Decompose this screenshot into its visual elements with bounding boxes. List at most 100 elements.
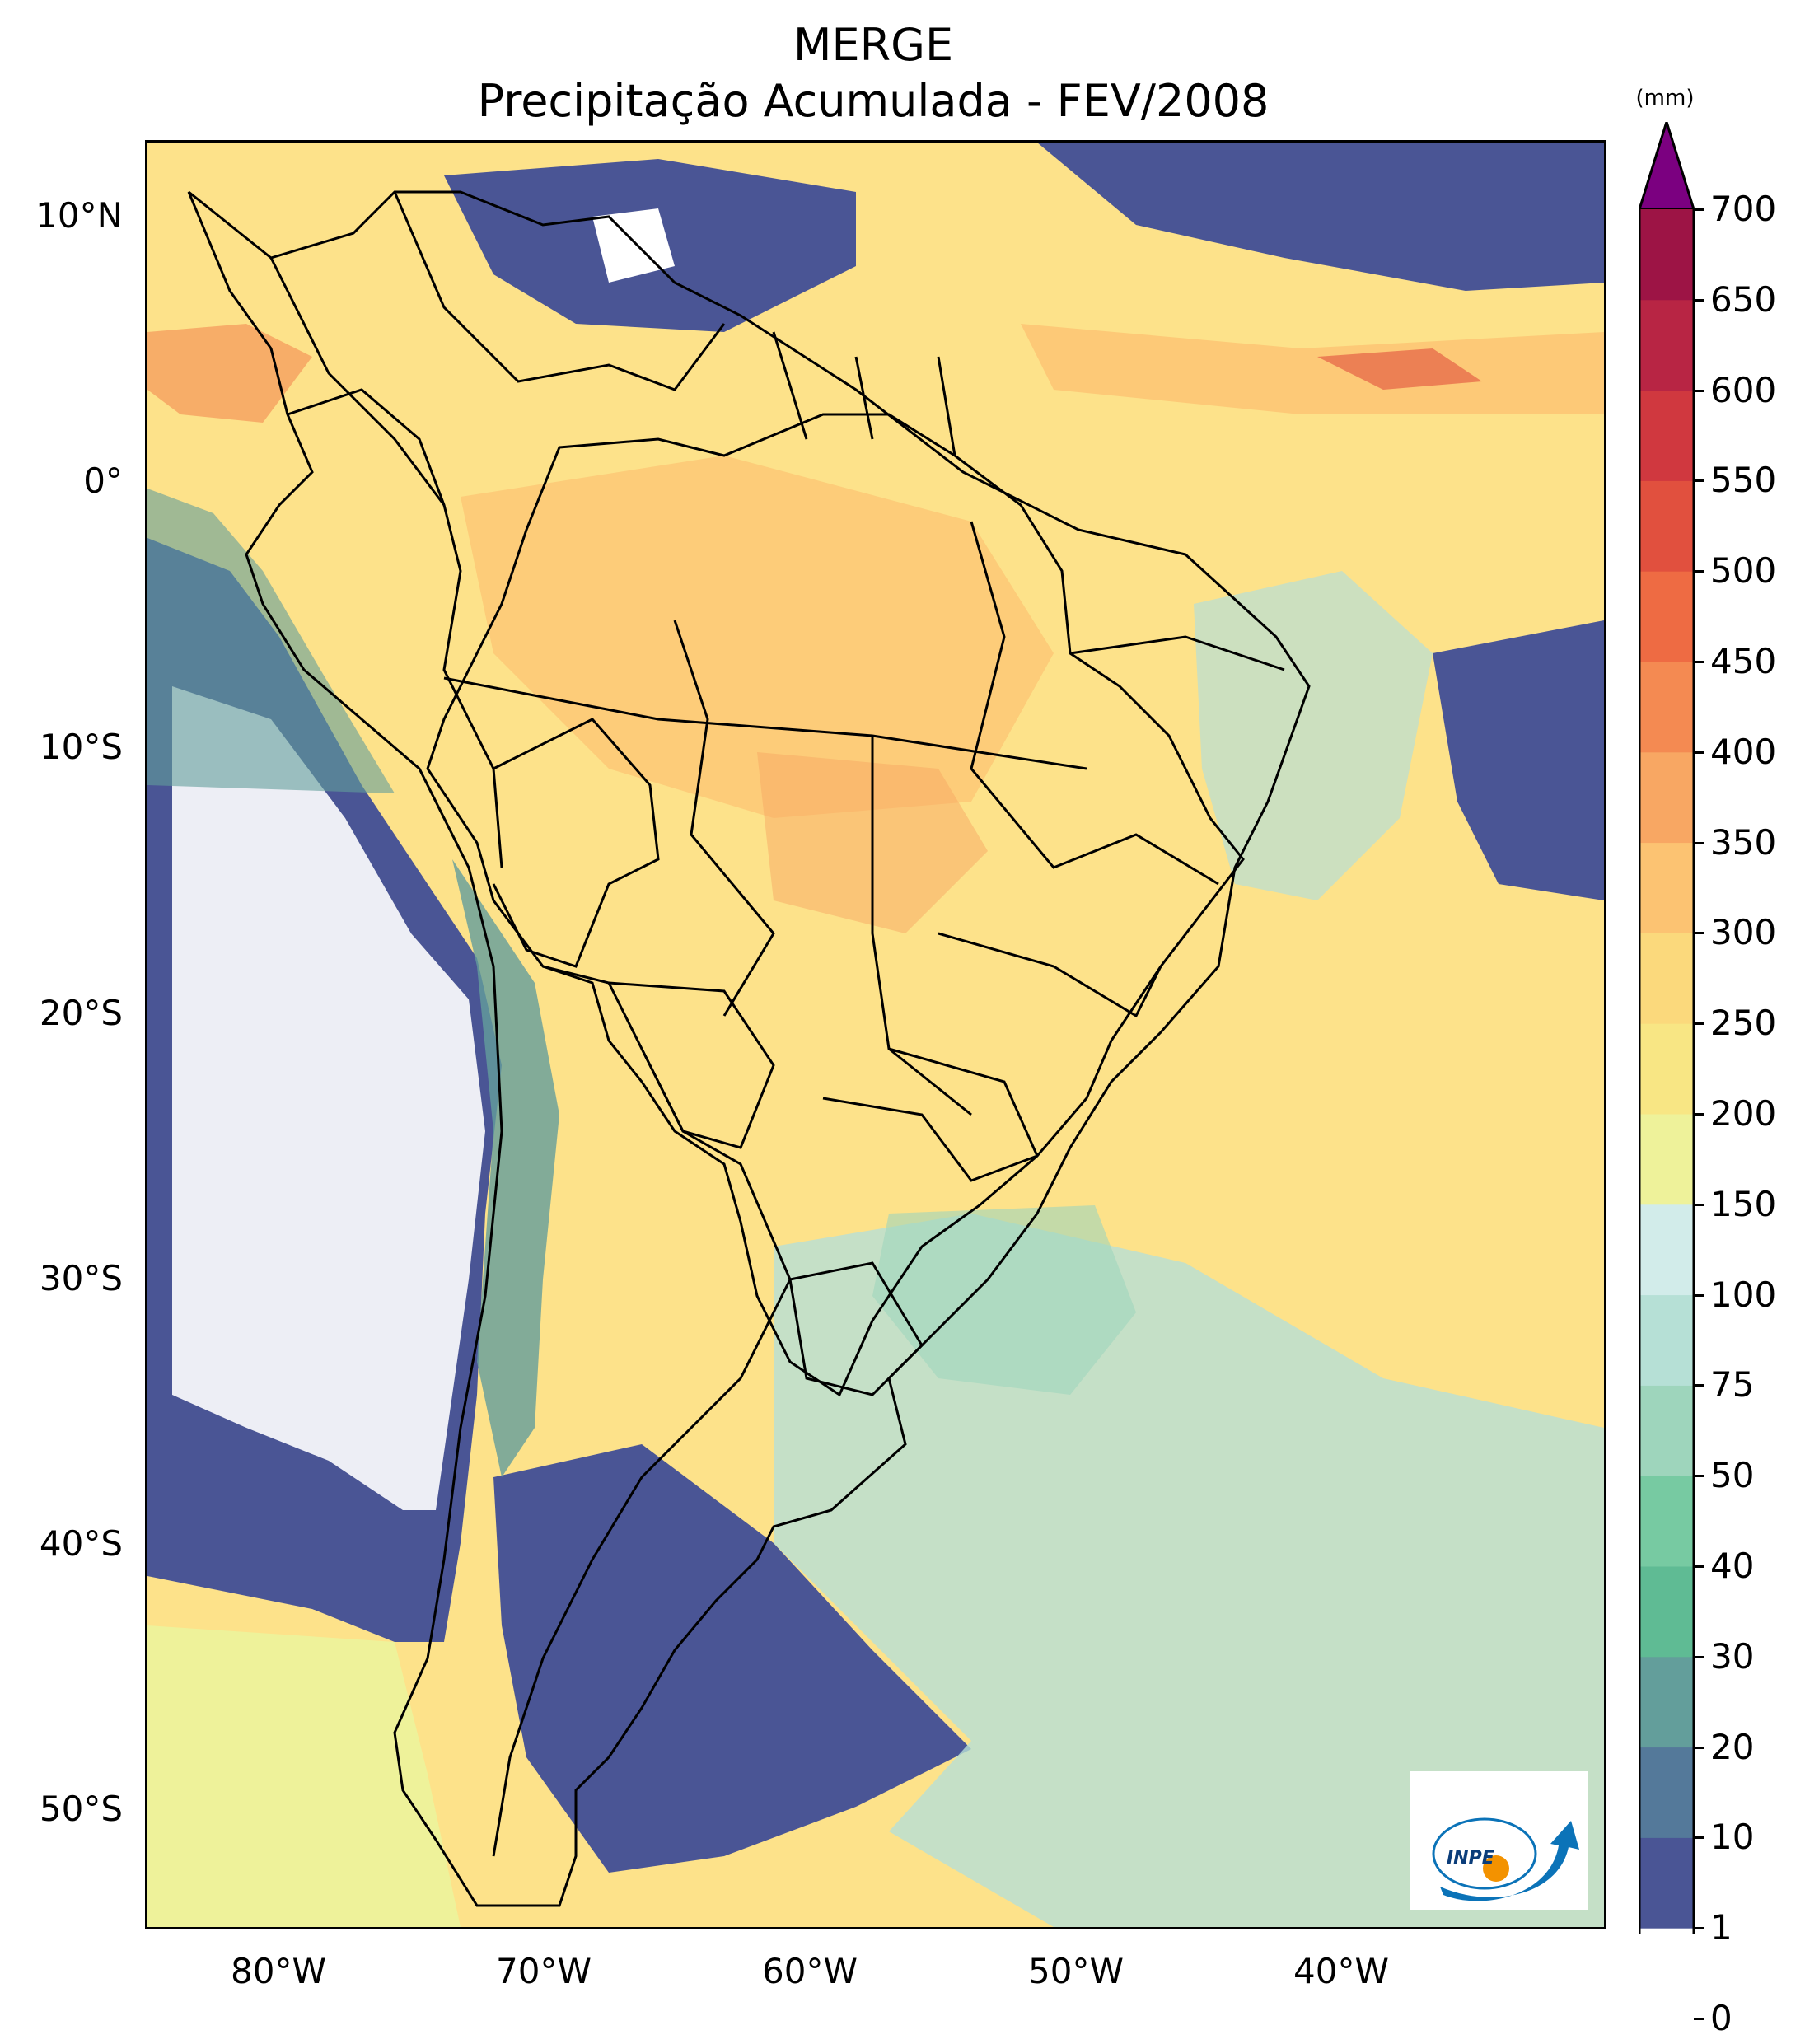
atlantic-itcz (1021, 324, 1604, 414)
lat-label-50s: 50°S (39, 1789, 123, 1829)
colorbar-tick (1694, 1293, 1704, 1297)
colorbar-box (1639, 1204, 1694, 1296)
colorbar-tick (1694, 1384, 1704, 1387)
peru-border (287, 388, 503, 868)
colorbar-box (1639, 1294, 1694, 1386)
north-atlantic-dry-zone (1037, 143, 1604, 291)
lon-label-50w: 50°W (1028, 1951, 1124, 1991)
south-atlantic-dry-zone (1433, 620, 1604, 900)
pacific-very-dry-zone (172, 686, 485, 1510)
guianas-borders (772, 331, 956, 456)
colorbar-box (1639, 933, 1694, 1024)
colorbar-tick (1694, 932, 1704, 935)
lat-label-40s: 40°S (39, 1523, 123, 1564)
colorbar-box (1639, 662, 1694, 753)
colorbar-tick (1694, 841, 1704, 844)
northeast-green-zone (1194, 571, 1433, 900)
colorbar-tick-label: 10 (1710, 1817, 1755, 1858)
colorbar-tick (1694, 2018, 1704, 2020)
colorbar-tick-label: 600 (1710, 369, 1777, 410)
colorbar-box (1639, 1656, 1694, 1748)
colorbar-tick-label: 40 (1710, 1546, 1755, 1586)
colorbar-tick (1694, 570, 1704, 573)
map-subtitle: Precipitação Acumulada - FEV/2008 (477, 75, 1270, 127)
brazil-state-borders (443, 521, 1285, 1182)
lat-label-10s: 10°S (39, 727, 123, 767)
colorbar-tick (1694, 1475, 1704, 1478)
logo-arrow (1440, 1821, 1579, 1901)
andes-green-band (452, 859, 559, 1477)
colorbar-tick (1694, 751, 1704, 754)
colorbar-tick-label: 20 (1710, 1726, 1755, 1767)
colorbar-tick-label: 200 (1710, 1093, 1777, 1134)
colorbar-tick (1694, 479, 1704, 483)
colorbar-box (1639, 390, 1694, 481)
colorbar-tick-label: 450 (1710, 641, 1777, 681)
colorbar-box (1639, 209, 1694, 301)
uruguay-border (788, 1261, 924, 1396)
colorbar-tick (1694, 208, 1704, 211)
colorbar-tick-label: 650 (1710, 278, 1777, 320)
south-america-coastline (187, 190, 1311, 1907)
lon-label-80w: 80°W (231, 1951, 326, 1991)
colorbar-tick (1694, 1746, 1704, 1749)
brazil-border (426, 413, 1245, 1397)
southern-pacific-yellow (147, 1625, 461, 1927)
lon-label-40w: 40°W (1293, 1951, 1389, 1991)
colorbar-box (1639, 1476, 1694, 1567)
south-brazil-green-zone (872, 1205, 1136, 1395)
colorbar-box (1639, 1837, 1694, 1929)
lon-label-70w: 70°W (496, 1951, 592, 1991)
bolivia-border (492, 718, 660, 968)
colorbar-tick-label: 100 (1710, 1274, 1777, 1315)
colorbar-tick-label: 700 (1710, 189, 1777, 229)
colorbar-box (1639, 1385, 1694, 1476)
colorbar (1639, 122, 1696, 1934)
colorbar-tick-label: 550 (1710, 460, 1777, 501)
colorbar-box (1639, 751, 1694, 844)
colorbar-tick-label: 300 (1710, 912, 1777, 953)
southern-green-zone (774, 1214, 1604, 1927)
itcz-core (1317, 348, 1482, 390)
lat-label-0: 0° (83, 461, 123, 501)
colorbar-tick-label: 500 (1710, 550, 1777, 592)
lon-label-60w: 60°W (762, 1951, 858, 1991)
colorbar-tick (1694, 389, 1704, 392)
precipitation-map (145, 140, 1606, 1929)
colorbar-tick (1694, 1203, 1704, 1206)
colorbar-extend-arrow (1639, 122, 1696, 211)
colorbar-box (1639, 1114, 1694, 1205)
colorbar-tick-label: 30 (1710, 1635, 1755, 1677)
colorbar-tick-label: 150 (1710, 1183, 1777, 1224)
colorbar-tick-label: 250 (1710, 1003, 1777, 1044)
colorbar-box (1639, 571, 1694, 662)
lat-label-10n: 10°N (35, 195, 123, 236)
coastlines (187, 190, 1311, 1907)
colorbar-box (1639, 842, 1694, 933)
colorbar-tick-label: 350 (1710, 821, 1777, 863)
lat-label-20s: 20°S (39, 993, 123, 1033)
caribbean-white-patch (592, 208, 675, 283)
colorbar-tick (1694, 298, 1704, 302)
pacific-transition (147, 489, 395, 793)
colorbar-tick-label: 400 (1710, 731, 1777, 772)
colorbar-box (1639, 1747, 1694, 1838)
argentina-border (492, 965, 792, 1857)
colorbar-box (1639, 1928, 1694, 1934)
inpe-logo: INPE (1410, 1771, 1588, 1910)
colombia-border (269, 257, 446, 506)
colorbar-tick (1694, 1565, 1704, 1568)
colorbar-tick-label: 0 (1710, 1998, 1733, 2038)
colorbar-tick (1694, 1655, 1704, 1658)
colorbar-tick-label: 50 (1710, 1455, 1755, 1496)
colorbar-tick (1694, 1113, 1704, 1116)
colorbar-box (1639, 1023, 1694, 1115)
colorbar-tick-label: 75 (1710, 1364, 1755, 1406)
map-title: MERGE (793, 19, 954, 71)
lat-label-30s: 30°S (39, 1258, 123, 1298)
logo-dot (1483, 1855, 1509, 1882)
colorbar-unit: (mm) (1635, 86, 1695, 110)
logo-text: INPE (1447, 1848, 1494, 1869)
colorbar-tick-label: 1 (1710, 1907, 1733, 1948)
colorbar-tick (1694, 1022, 1704, 1026)
